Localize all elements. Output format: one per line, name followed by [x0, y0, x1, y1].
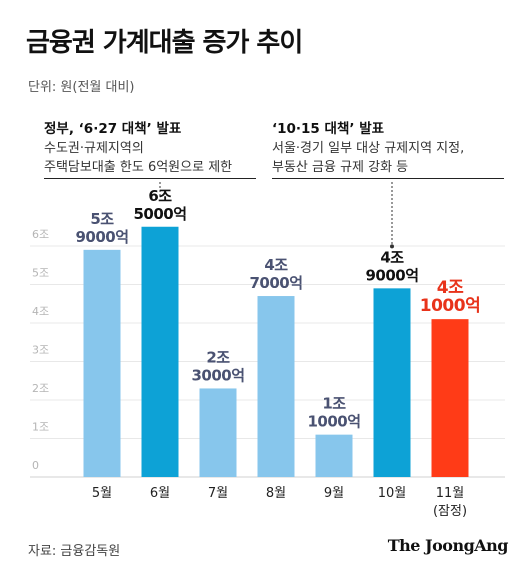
x-category-sublabel: (잠정) [433, 504, 467, 519]
annotation-june-heading: 정부, ‘6·27 대책’ 발표 [44, 121, 182, 137]
annotation-october-heading: ‘10·15 대책’ 발표 [272, 121, 385, 137]
brand-logo: The JoongAng [387, 536, 509, 555]
annotation-june-underline [44, 178, 256, 179]
data-label: 2조 [206, 348, 230, 366]
october-leader-dot [390, 244, 394, 249]
bar [257, 296, 295, 477]
x-category-label: 10월 [378, 486, 407, 501]
bar [83, 249, 121, 477]
data-label: 3000억 [191, 366, 244, 384]
data-label: 4조 [380, 248, 404, 266]
data-label: 6조 [148, 187, 172, 205]
annotation-october-line-2: 부동산 금융 규제 강화 등 [272, 160, 409, 175]
data-label: 4조 [264, 256, 288, 274]
data-label: 7000억 [249, 274, 302, 292]
y-tick-label: 1조 [32, 421, 49, 434]
annotation-october-policy: ‘10·15 대책’ 발표 서울·경기 일부 대상 규제지역 지정, 부동산 금… [272, 120, 464, 177]
x-category-label: 11월 [436, 486, 465, 501]
y-tick-label: 3조 [32, 344, 49, 357]
bar [431, 319, 469, 477]
source-label: 자료: 금융감독원 [28, 544, 121, 559]
chart-title: 금융권 가계대출 증가 추이 [26, 28, 303, 58]
bar [315, 434, 353, 477]
annotation-october-underline [272, 178, 504, 179]
y-tick-label: 0 [32, 459, 39, 472]
bar [141, 226, 179, 477]
annotation-june-policy: 정부, ‘6·27 대책’ 발표 수도권·규제지역의 주택담보대출 한도 6억원… [44, 120, 232, 177]
x-category-label: 5월 [92, 486, 112, 501]
data-label: 1000억 [307, 413, 360, 431]
bar [199, 388, 237, 477]
x-category-label: 8월 [266, 486, 286, 501]
data-label: 9000억 [365, 266, 418, 284]
annotation-june-line-1: 수도권·규제지역의 [44, 141, 144, 156]
x-category-label: 9월 [324, 486, 344, 501]
data-label: 5조 [90, 210, 114, 228]
data-label: 4조 [437, 278, 464, 298]
annotation-october-line-1: 서울·경기 일부 대상 규제지역 지정, [272, 141, 465, 156]
y-tick-label: 2조 [32, 382, 49, 395]
x-category-label: 6월 [150, 486, 170, 501]
data-label: 5000억 [133, 205, 186, 223]
y-tick-label: 5조 [32, 267, 49, 280]
y-tick-label: 6조 [32, 228, 49, 241]
data-label: 1조 [322, 395, 346, 413]
data-label: 1000억 [420, 296, 480, 316]
unit-label: 단위: 원(전월 대비) [28, 80, 135, 95]
data-label: 9000억 [75, 228, 128, 246]
bar [373, 288, 411, 477]
x-category-label: 7월 [208, 486, 228, 501]
y-tick-label: 4조 [32, 305, 49, 318]
annotation-june-line-2: 주택담보대출 한도 6억원으로 제한 [44, 160, 233, 175]
